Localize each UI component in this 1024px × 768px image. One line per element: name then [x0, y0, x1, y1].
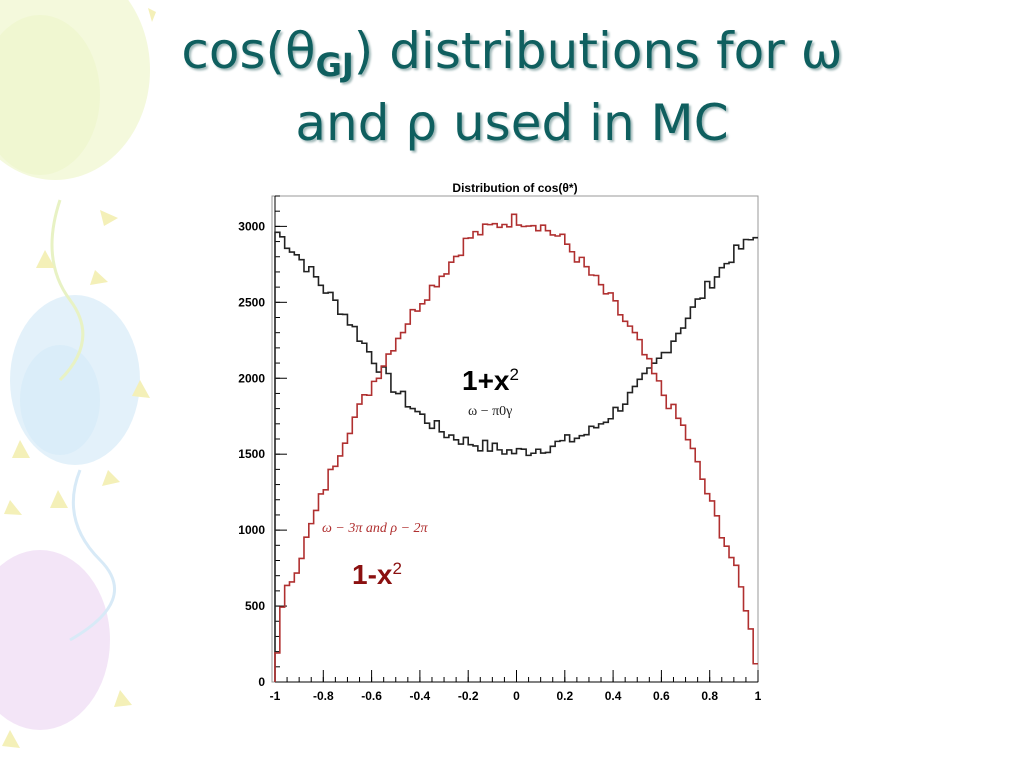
y-tick-label: 2000 — [238, 371, 265, 385]
x-tick-label: 0.4 — [605, 689, 622, 703]
x-tick-label: -0.8 — [313, 689, 334, 703]
series-omega-pi0-gamma — [274, 231, 758, 682]
x-tick-label: 1 — [755, 689, 762, 703]
x-tick-label: -0.2 — [458, 689, 479, 703]
title-line2: and ρ used in MC — [295, 94, 729, 152]
series-omega-3pi-rho-2pi — [274, 213, 758, 682]
annotation-omega-decay: ω − π0γ — [468, 404, 512, 419]
annotation-rho: ω − 3π and ρ − 2π 1-x2 — [322, 521, 429, 590]
svg-text:1+x2: 1+x2 — [462, 365, 519, 396]
y-tick-label: 0 — [258, 675, 265, 689]
chart-title: Distribution of cos(θ*) — [452, 181, 577, 195]
y-tick-label: 3000 — [238, 219, 265, 233]
annotation-omega: 1+x2 ω − π0γ — [462, 365, 519, 419]
svg-text:1-x2: 1-x2 — [352, 559, 402, 590]
annotation-omega-rho-decay: ω − 3π and ρ − 2π — [322, 521, 429, 536]
y-tick-label: 1500 — [238, 447, 265, 461]
x-tick-label: -1 — [270, 689, 281, 703]
x-tick-label: -0.4 — [410, 689, 431, 703]
x-tick-label: 0 — [513, 689, 520, 703]
x-tick-label: 0.8 — [701, 689, 718, 703]
x-tick-label: 0.6 — [653, 689, 670, 703]
y-tick-label: 500 — [245, 599, 265, 613]
series-layer — [274, 213, 758, 682]
title-line1: cos(θGJ) distributions for ω — [181, 22, 843, 84]
annotation-1-minus-x2: 1-x — [352, 559, 393, 590]
slide-title: cos(θGJ) distributions for ω and ρ used … — [0, 22, 1024, 152]
annotation-1-plus-x2: 1+x — [462, 365, 510, 396]
x-tick-label: 0.2 — [556, 689, 573, 703]
y-tick-label: 1000 — [238, 523, 265, 537]
y-tick-label: 2500 — [238, 295, 265, 309]
annotation-1-minus-x2-sup: 2 — [392, 559, 401, 578]
x-tick-label: -0.6 — [361, 689, 382, 703]
annotation-1-plus-x2-sup: 2 — [510, 365, 519, 384]
title-subscript: GJ — [315, 46, 354, 84]
